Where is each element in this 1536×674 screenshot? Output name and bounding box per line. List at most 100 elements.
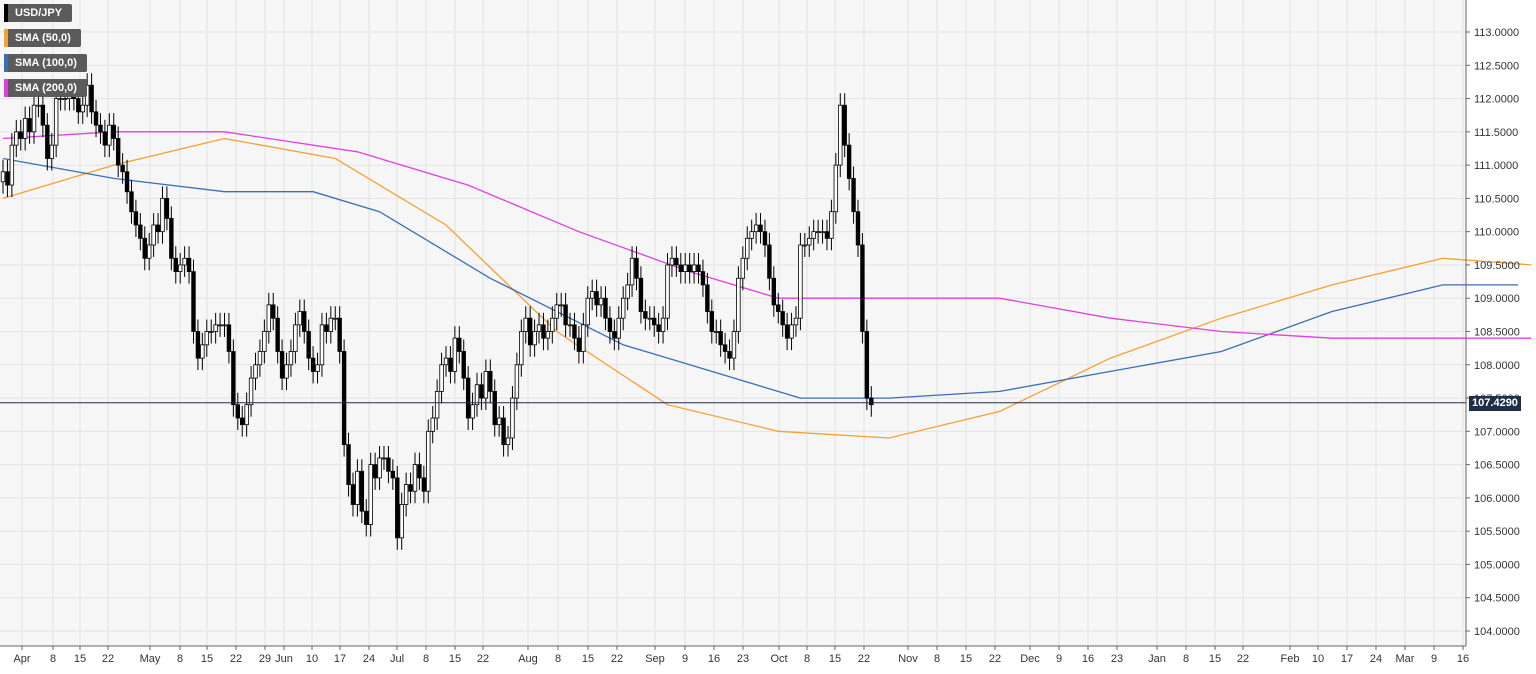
x-tick-label: 9 [1056, 653, 1062, 665]
candle-body [784, 324, 790, 339]
candle-body [186, 257, 192, 272]
candle-body [213, 324, 218, 332]
candle-body [851, 178, 856, 213]
legend-item-sma-100[interactable]: SMA (100,0) [4, 54, 87, 72]
candle-body [594, 291, 599, 306]
candle-body [53, 98, 59, 146]
candle-body [705, 284, 710, 312]
y-tick-label: 106.0000 [1474, 493, 1520, 505]
x-tick-label: Feb [1281, 653, 1300, 665]
candle-body [111, 124, 116, 139]
candle-body [523, 317, 528, 332]
y-tick-label: 105.0000 [1474, 559, 1520, 571]
candle-body [647, 317, 652, 320]
candle-body [288, 351, 294, 366]
candle-body [302, 311, 307, 332]
legend-swatch-sma-50 [4, 29, 8, 47]
candle-body [501, 417, 506, 446]
legend-label-sma-200: SMA (200,0) [15, 82, 77, 94]
candle-body [333, 317, 338, 320]
candle-body [629, 257, 635, 286]
candle-body [310, 357, 316, 372]
candle-body [758, 224, 763, 233]
x-tick-label: 8 [423, 653, 429, 665]
x-tick-label: 10 [1312, 653, 1324, 665]
candle-body [643, 311, 648, 319]
candle-body [700, 271, 706, 286]
candle-body [22, 118, 28, 139]
candle-body [430, 417, 435, 432]
candle-body [266, 304, 271, 332]
x-tick-label: Jul [390, 653, 404, 665]
x-tick-label: 9 [1431, 653, 1437, 665]
candle-body [421, 477, 427, 492]
candle-body [142, 237, 147, 259]
candle-body [638, 277, 644, 312]
candle-body [279, 351, 285, 379]
legend-item-usdjpy[interactable]: USD/JPY [4, 4, 73, 22]
candle-body [864, 331, 870, 399]
candle-body [838, 104, 843, 166]
candle-body [231, 351, 236, 406]
legend-label-usdjpy: USD/JPY [15, 7, 63, 19]
candle-body [532, 331, 537, 346]
legend-item-sma-50[interactable]: SMA (50,0) [4, 29, 81, 47]
candle-body [802, 244, 808, 247]
candle-body [297, 311, 303, 326]
candle-body [275, 317, 280, 352]
legend-label-sma-100: SMA (100,0) [15, 57, 77, 69]
legend-swatch-sma-200 [4, 79, 8, 97]
candle-body [510, 397, 515, 439]
y-tick-label: 113.0000 [1474, 27, 1519, 39]
candle-body [40, 104, 46, 126]
x-tick-label: 15 [74, 653, 86, 665]
x-tick-label: 16 [708, 653, 720, 665]
candle-body [98, 124, 103, 133]
legend-label-sma-50: SMA (50,0) [15, 32, 71, 44]
candle-body [860, 244, 865, 332]
candle-body [80, 104, 85, 113]
candle-body [656, 324, 661, 332]
candle-body [62, 98, 68, 100]
candle-body [306, 331, 311, 359]
chart-legend: USD/JPY SMA (50,0) SMA (100,0) SMA (200,… [4, 4, 87, 104]
candle-body [563, 304, 568, 326]
candle-body [248, 377, 254, 406]
x-tick-label: 8 [50, 653, 56, 665]
candle-body [767, 244, 772, 279]
x-tick-label: 23 [737, 653, 749, 665]
y-tick-label: 112.5000 [1474, 60, 1519, 72]
candle-body [514, 364, 520, 399]
x-tick-label: 8 [804, 653, 810, 665]
candle-body [598, 297, 604, 306]
candle-body [408, 484, 413, 492]
candle-body [138, 224, 143, 239]
candle-body [328, 317, 334, 332]
candle-body [9, 144, 15, 186]
candle-body [45, 124, 50, 159]
legend-item-sma-200[interactable]: SMA (200,0) [4, 79, 87, 97]
candle-body [443, 357, 449, 366]
candle-body [177, 264, 183, 273]
x-tick-label: Dec [1020, 653, 1040, 665]
candle-body [337, 317, 342, 352]
candle-body [169, 217, 174, 259]
candle-body [603, 297, 608, 319]
candle-body [129, 191, 134, 213]
x-tick-label: 17 [334, 653, 346, 665]
candle-body [585, 297, 590, 326]
candle-body [820, 231, 825, 234]
candle-body [200, 344, 205, 359]
candle-body [319, 324, 325, 366]
x-tick-label: 24 [1370, 653, 1382, 665]
candle-body [855, 211, 861, 246]
x-tick-label: May [140, 653, 161, 665]
candle-body [492, 390, 497, 426]
candle-body [14, 131, 19, 146]
candle-body [403, 484, 409, 505]
candle-body [798, 244, 803, 319]
candle-body [257, 351, 263, 366]
x-tick-label: 8 [555, 653, 561, 665]
